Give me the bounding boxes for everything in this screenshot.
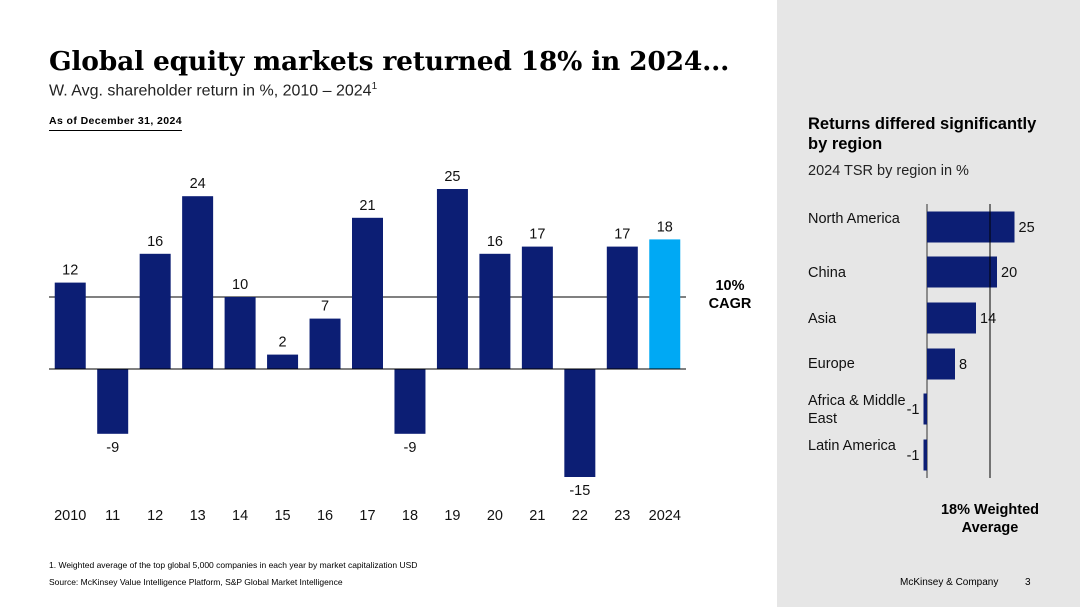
footnote: 1. Weighted average of the top global 5,… bbox=[49, 560, 418, 570]
region-subtitle: 2024 TSR by region in % bbox=[808, 163, 969, 179]
region-value-5: -1 bbox=[907, 448, 920, 464]
data-label-2024: 18 bbox=[657, 219, 673, 235]
cagr-label: 10% CAGR bbox=[708, 278, 752, 312]
bar-15 bbox=[267, 354, 299, 369]
bar-23 bbox=[606, 246, 638, 369]
region-bar-3 bbox=[927, 348, 955, 380]
data-label-18: -9 bbox=[404, 440, 417, 456]
region-value-2: 14 bbox=[980, 311, 996, 327]
x-tick-22: 22 bbox=[572, 508, 588, 524]
data-label-21: 17 bbox=[529, 227, 545, 243]
bar-21 bbox=[521, 246, 553, 369]
x-tick-11: 11 bbox=[105, 508, 120, 524]
data-label-19: 25 bbox=[444, 169, 460, 185]
brand-name: McKinsey & Company bbox=[900, 577, 999, 588]
subtitle-text: W. Avg. shareholder return in %, 2010 – … bbox=[49, 82, 372, 100]
data-label-22: -15 bbox=[569, 483, 590, 499]
bar-2024 bbox=[649, 239, 681, 369]
data-label-16: 7 bbox=[321, 299, 329, 315]
data-label-15: 2 bbox=[279, 335, 287, 351]
data-label-11: -9 bbox=[106, 440, 119, 456]
region-label-2: Asia bbox=[808, 311, 837, 327]
page-subtitle: W. Avg. shareholder return in %, 2010 – … bbox=[49, 81, 377, 100]
x-tick-16: 16 bbox=[317, 508, 333, 524]
data-label-13: 24 bbox=[190, 176, 206, 192]
region-bar-5 bbox=[923, 439, 927, 471]
x-tick-12: 12 bbox=[147, 508, 163, 524]
weighted-average-label: 18% Weighted Average bbox=[940, 502, 1040, 536]
data-label-14: 10 bbox=[232, 277, 248, 293]
region-bar-1 bbox=[927, 256, 997, 288]
x-tick-15: 15 bbox=[274, 508, 290, 524]
x-tick-19: 19 bbox=[444, 508, 460, 524]
region-label-4: Africa & Middle East bbox=[808, 393, 906, 427]
region-heading: Returns differed significantly by region bbox=[808, 115, 1037, 153]
x-tick-18: 18 bbox=[402, 508, 418, 524]
region-value-0: 25 bbox=[1019, 220, 1035, 236]
subtitle-footnote-mark: 1 bbox=[371, 81, 378, 92]
region-label-5: Latin America bbox=[808, 438, 896, 454]
page-number: 3 bbox=[1025, 577, 1031, 588]
data-label-20: 16 bbox=[487, 234, 503, 250]
bar-13 bbox=[182, 196, 214, 369]
shareholder-return-chart: 12 2010 -9 11 16 12 24 13 10 14 2 15 7 16 21 17 -9 18 25 19… bbox=[49, 169, 686, 524]
region-bar-0 bbox=[927, 211, 1015, 243]
data-label-17: 21 bbox=[359, 198, 375, 214]
as-of-date: As of December 31, 2024 bbox=[49, 115, 182, 131]
bar-17 bbox=[352, 217, 383, 369]
region-value-1: 20 bbox=[1001, 265, 1017, 281]
region-label-1: China bbox=[808, 265, 846, 281]
x-tick-13: 13 bbox=[190, 508, 206, 524]
x-tick-23: 23 bbox=[614, 508, 630, 524]
region-value-3: 8 bbox=[959, 357, 967, 373]
bar-2010 bbox=[54, 282, 86, 369]
bar-12 bbox=[139, 253, 171, 369]
page-title: Global equity markets returned 18% in 20… bbox=[49, 46, 730, 77]
region-label-0: North America bbox=[808, 211, 900, 227]
bar-11 bbox=[97, 369, 129, 434]
x-tick-2010: 2010 bbox=[54, 508, 86, 524]
bar-14 bbox=[224, 297, 256, 369]
bar-20 bbox=[479, 253, 511, 369]
bar-16 bbox=[309, 318, 341, 369]
x-tick-2024: 2024 bbox=[649, 508, 681, 524]
region-value-4: -1 bbox=[907, 402, 920, 418]
source-note: Source: McKinsey Value Intelligence Plat… bbox=[49, 577, 343, 587]
data-label-12: 16 bbox=[147, 234, 163, 250]
bar-19 bbox=[436, 189, 468, 369]
x-tick-20: 20 bbox=[487, 508, 503, 524]
x-tick-21: 21 bbox=[529, 508, 545, 524]
x-tick-14: 14 bbox=[232, 508, 248, 524]
region-bar-2 bbox=[927, 302, 976, 334]
bar-22 bbox=[564, 369, 596, 477]
region-bar-4 bbox=[923, 393, 927, 425]
bar-18 bbox=[394, 369, 426, 434]
region-label-3: Europe bbox=[808, 356, 855, 372]
data-label-23: 17 bbox=[614, 227, 630, 243]
x-tick-17: 17 bbox=[359, 508, 375, 524]
data-label-2010: 12 bbox=[62, 263, 78, 279]
